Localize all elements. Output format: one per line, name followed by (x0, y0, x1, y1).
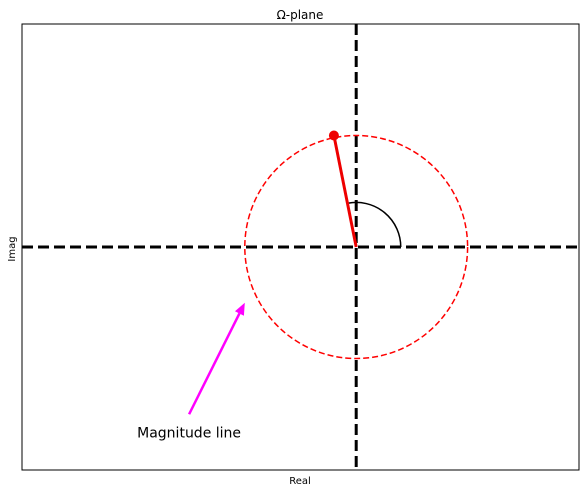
point-marker (328, 130, 339, 141)
axes-frame (21, 23, 580, 471)
x-axis-label: Real (289, 476, 311, 487)
angle-arc (347, 201, 402, 248)
y-axis-label: Imag (7, 236, 18, 261)
magnitude-line-segment (332, 135, 358, 248)
annotation-arrow-head (234, 302, 245, 316)
dashed-circle (244, 134, 469, 360)
plot-title: Ω-plane (277, 8, 324, 22)
annotation-arrow-shaft (187, 312, 241, 415)
plot-area: Magnitude line (22, 24, 579, 470)
annotation-label: Magnitude line (137, 425, 241, 441)
